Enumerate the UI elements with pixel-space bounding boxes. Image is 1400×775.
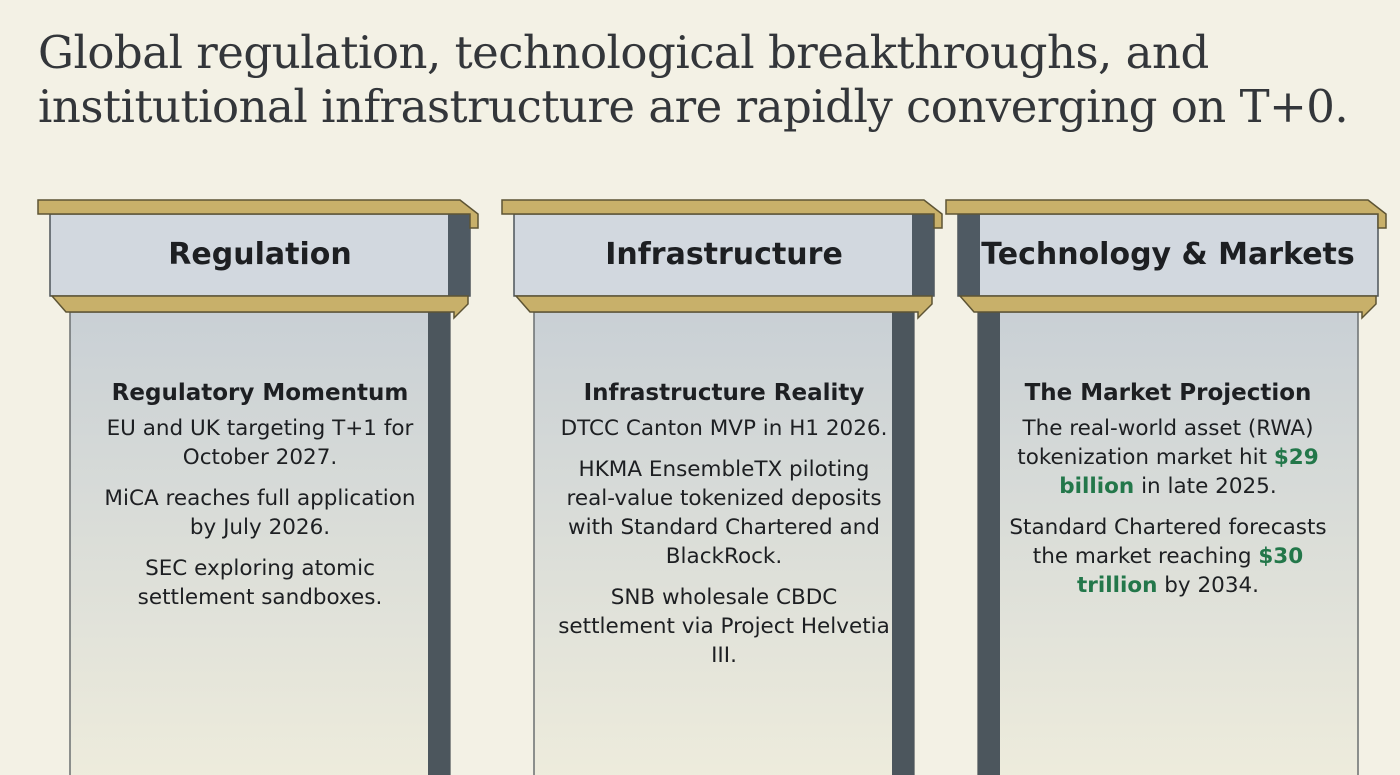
pillar-header-side (448, 214, 470, 296)
pillar-body: The Market Projection The real-world asse… (998, 376, 1338, 612)
pillar-paragraph: MiCA reaches full application by July 20… (90, 484, 430, 542)
paragraph-text: DTCC Canton MVP in H1 2026. (560, 416, 888, 441)
slide-title: Global regulation, technological breakth… (38, 26, 1349, 133)
pillar-paragraph: EU and UK targeting T+1 for October 2027… (90, 414, 430, 472)
paragraph-text: MiCA reaches full application by July 20… (104, 486, 416, 540)
pillar-top-plate (501, 199, 943, 229)
pillar-subtitle: The Market Projection (1024, 380, 1312, 406)
paragraph-text: HKMA EnsembleTX piloting real-value toke… (566, 457, 882, 569)
pillar-header: Infrastructure (605, 237, 843, 272)
pillar-shadow (978, 312, 1000, 775)
pillar-top-plate (37, 199, 479, 229)
pillar-bottom-plate (50, 295, 469, 320)
pillar-header-block (513, 213, 935, 297)
pillar-shaft (533, 311, 915, 775)
pillar-body: Infrastructure Reality DTCC Canton MVP in… (554, 376, 894, 682)
pillar-bottom-plate (958, 295, 1377, 320)
pillar-paragraph: DTCC Canton MVP in H1 2026. (554, 414, 894, 443)
pillar-paragraph: SEC exploring atomic settlement sandboxe… (90, 554, 430, 612)
pillar-top-plate (945, 199, 1387, 229)
pillar-header-block (49, 213, 471, 297)
pillar-bottom-plate (514, 295, 933, 320)
pillar-shadow (428, 312, 450, 775)
paragraph-text: SNB wholesale CBDC settlement via Projec… (558, 585, 890, 668)
paragraph-text: Standard Chartered forecasts the market … (1009, 515, 1327, 569)
pillar-shaft (977, 311, 1359, 775)
pillar-paragraph: The real-world asset (RWA) tokenization … (998, 414, 1338, 501)
pillar-paragraph: HKMA EnsembleTX piloting real-value toke… (554, 455, 894, 571)
pillar-header: Regulation (168, 237, 352, 272)
pillar-paragraph: SNB wholesale CBDC settlement via Projec… (554, 583, 894, 670)
pillar-subtitle: Regulatory Momentum (111, 380, 409, 406)
pillar-paragraph: Standard Chartered forecasts the market … (998, 513, 1338, 600)
paragraph-text: The real-world asset (RWA) tokenization … (1017, 416, 1314, 470)
pillar-header-side (958, 214, 980, 296)
pillar-body: Regulatory Momentum EU and UK targeting T… (90, 376, 430, 624)
highlight-figure: $29 billion (1059, 445, 1319, 499)
pillar-shaft (69, 311, 451, 775)
pillar-header-side (912, 214, 934, 296)
pillar-subtitle: Infrastructure Reality (583, 380, 865, 406)
paragraph-text: by 2034. (1157, 573, 1260, 598)
paragraph-text: in late 2025. (1134, 474, 1277, 499)
paragraph-text: EU and UK targeting T+1 for October 2027… (106, 416, 414, 470)
highlight-figure: $30 trillion (1076, 544, 1304, 598)
pillar-shadow (892, 312, 914, 775)
pillar-header: Technology & Markets (981, 237, 1355, 272)
paragraph-text: SEC exploring atomic settlement sandboxe… (137, 556, 383, 610)
